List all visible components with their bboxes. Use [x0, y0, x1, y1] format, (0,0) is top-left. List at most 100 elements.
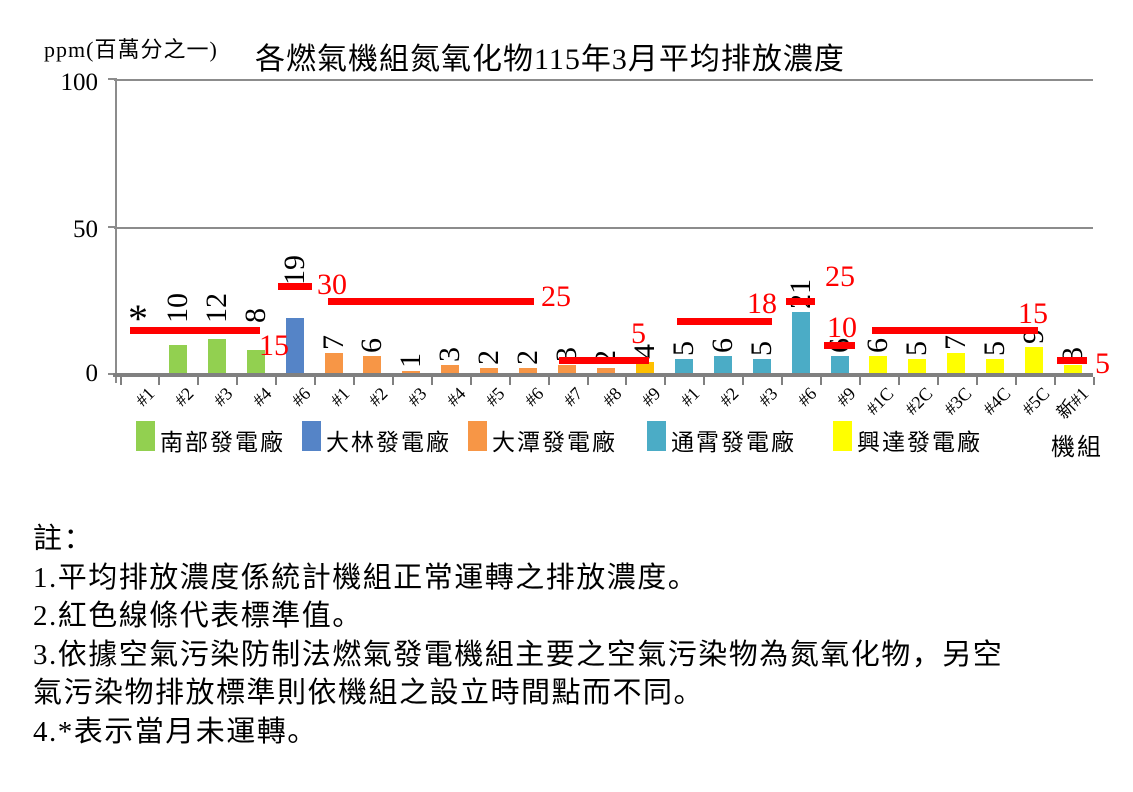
y-axis-tick	[108, 373, 115, 375]
x-axis-tick	[353, 377, 356, 385]
x-axis-tick	[742, 377, 745, 385]
bar-value-label: 3	[433, 347, 467, 363]
x-axis-tick	[1014, 377, 1017, 385]
x-axis-tick	[391, 377, 394, 385]
x-axis-tick	[197, 377, 200, 385]
x-axis-tick	[508, 377, 511, 385]
standard-value-label: 30	[317, 268, 347, 301]
legend-swatch	[136, 421, 155, 451]
x-axis-tick	[664, 377, 667, 385]
notes: 註： 1.平均排放濃度係統計機組正常運轉之排放濃度。 2.紅色線條代表標準值。 3.依…	[33, 520, 1118, 752]
note-line: 4.*表示當月未運轉。	[33, 715, 318, 748]
bar	[986, 359, 1005, 374]
bar	[830, 356, 849, 374]
bar	[207, 338, 226, 374]
standard-line	[130, 327, 260, 335]
standard-value-label: 10	[827, 311, 857, 344]
bar-value-label: 5	[900, 341, 934, 357]
bar	[519, 368, 538, 374]
standard-value-label: 25	[825, 260, 855, 293]
bar	[869, 356, 888, 374]
bar	[441, 365, 460, 374]
bar	[635, 362, 654, 374]
y-axis-tick	[108, 78, 115, 80]
x-axis-tick	[625, 377, 628, 385]
bar-value-label: 6	[861, 338, 895, 354]
y-axis-unit-label: ppm(百萬分之一)	[44, 37, 218, 62]
x-axis-tick	[547, 377, 550, 385]
standard-line	[559, 356, 649, 364]
x-axis-tick	[975, 377, 978, 385]
bar	[363, 356, 382, 374]
legend-swatch	[647, 421, 666, 451]
standard-value-label: 18	[747, 287, 777, 320]
bar	[752, 359, 771, 374]
x-axis-tick	[469, 377, 472, 385]
standard-line	[824, 342, 855, 350]
note-line: 2.紅色線條代表標準值。	[33, 600, 363, 633]
legend-swatch	[302, 421, 321, 451]
bar-value-label: 8	[238, 308, 272, 323]
y-axis-tick	[108, 226, 115, 228]
x-axis-tick	[236, 377, 239, 385]
bar-value-label: 2	[472, 350, 506, 366]
x-axis-tick	[119, 377, 122, 385]
standard-line	[328, 297, 534, 305]
legend-swatch	[833, 421, 852, 451]
bar	[480, 368, 499, 374]
bar-value-label: 7	[316, 335, 350, 351]
x-axis-tick	[820, 377, 823, 385]
standard-line	[786, 297, 815, 305]
bar-value-label: 5	[666, 341, 700, 357]
x-axis-title: 機組	[1051, 435, 1103, 461]
x-axis-tick	[314, 377, 317, 385]
standard-value-label: 25	[541, 280, 571, 313]
bar-value-label: 5	[744, 341, 778, 357]
bar	[324, 353, 343, 374]
x-axis-tick	[781, 377, 784, 385]
x-axis-tick	[275, 377, 278, 385]
standard-line	[872, 327, 1038, 335]
gridline-100	[114, 79, 1093, 81]
bar	[402, 371, 421, 374]
standard-value-label: 15	[259, 329, 289, 362]
bar-value-label: 6	[355, 338, 389, 354]
legend-label: 興達發電廠	[857, 430, 982, 455]
y-tick-label-0: 0	[85, 360, 99, 387]
x-axis-tick	[1092, 377, 1095, 385]
note-line: 氣污染物排放標準則依機組之設立時間點而不同。	[33, 677, 705, 710]
gridline-50	[114, 227, 1093, 229]
y-axis-line	[115, 78, 117, 383]
x-axis-tick	[703, 377, 706, 385]
standard-line	[677, 318, 772, 326]
x-axis-tick	[158, 377, 161, 385]
x-axis-tick	[586, 377, 589, 385]
note-line: 註：	[33, 523, 95, 555]
bar	[713, 356, 732, 374]
standard-line	[278, 283, 312, 291]
bar-value-label: 5	[978, 341, 1012, 357]
bar	[947, 353, 966, 374]
bar-value-label: 1	[394, 353, 428, 369]
x-axis-tick	[430, 377, 433, 385]
legend-label: 南部發電廠	[160, 430, 285, 455]
bar	[908, 359, 927, 374]
x-axis-tick	[1053, 377, 1056, 385]
bar	[246, 350, 265, 374]
bar-value-label: 12	[199, 293, 233, 323]
standard-value-label: 5	[631, 317, 646, 350]
bar-value-label: 7	[939, 335, 973, 351]
chart-title: 各燃氣機組氮氧化物115年3月平均排放濃度	[255, 43, 845, 76]
plot-area: *1012819761322324565216657593#1#2#3#4#6#…	[108, 78, 1110, 423]
legend-label: 通霄發電廠	[671, 430, 796, 455]
bar-value-label: 10	[160, 293, 194, 323]
bar	[597, 368, 615, 374]
y-tick-label-50: 50	[73, 216, 98, 243]
bar	[1064, 365, 1083, 374]
y-tick-label-100: 100	[60, 69, 99, 96]
x-axis-tick	[858, 377, 861, 385]
bar	[674, 359, 693, 374]
bar	[791, 312, 810, 374]
bar	[1025, 347, 1044, 374]
